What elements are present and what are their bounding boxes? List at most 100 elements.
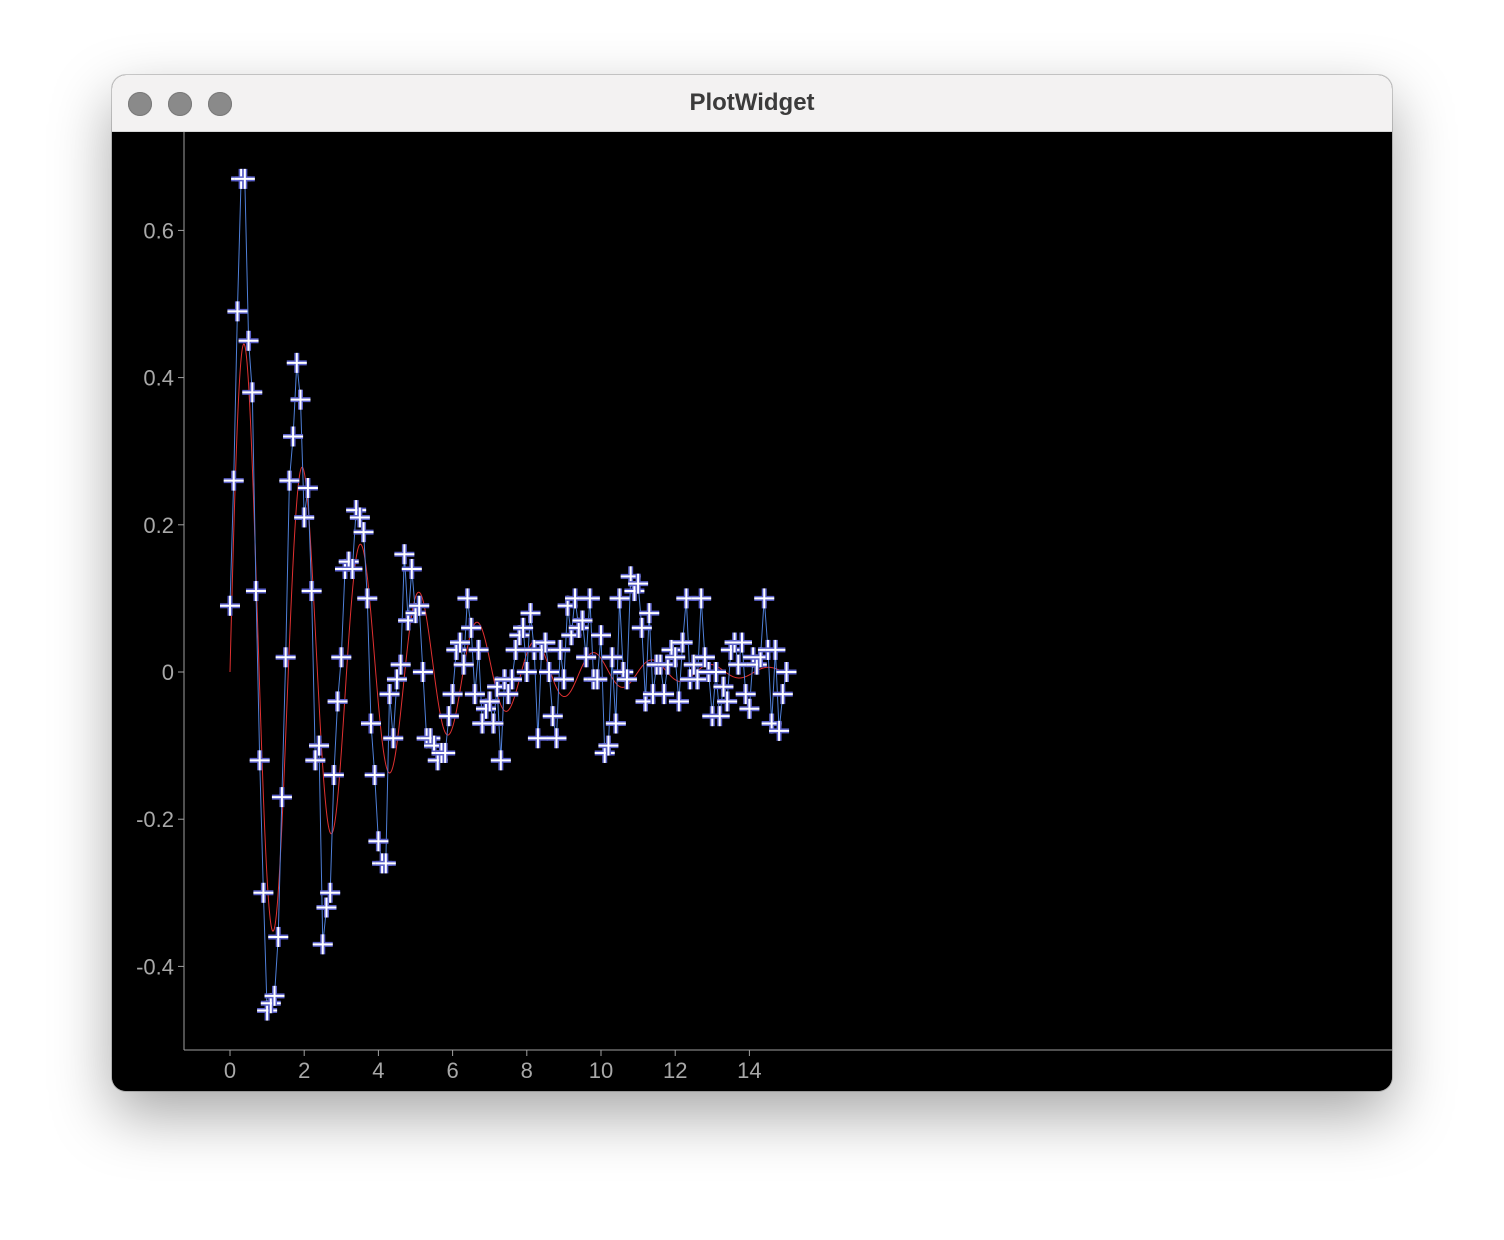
- data-point-marker: [238, 330, 259, 351]
- data-point-marker: [331, 647, 352, 668]
- data-point-marker: [305, 750, 326, 771]
- minimize-button[interactable]: [168, 92, 192, 116]
- data-point-marker: [628, 573, 649, 594]
- data-point-marker: [539, 662, 560, 682]
- data-point-marker: [286, 352, 307, 373]
- data-point-marker: [271, 787, 292, 808]
- plot-canvas[interactable]: -0.4 -0.2 0 0.2 0.4 0.6 0 2 4 6 8 10 12 14: [112, 132, 1392, 1091]
- data-point-marker: [368, 831, 389, 852]
- data-point-marker: [253, 882, 274, 903]
- data-point-marker: [694, 647, 715, 668]
- data-point-marker: [297, 478, 318, 498]
- plot-area[interactable]: -0.4 -0.2 0 0.2 0.4 0.6 0 2 4 6 8 10 12 14: [112, 132, 1392, 1091]
- x-tick-label: 0: [224, 1058, 236, 1083]
- data-point-marker: [375, 853, 396, 874]
- data-point-marker: [587, 669, 608, 690]
- data-point-marker: [275, 647, 296, 668]
- x-tick-label: 14: [737, 1058, 761, 1083]
- data-point-marker: [283, 426, 304, 447]
- data-point-marker: [323, 765, 344, 786]
- data-point-marker: [579, 588, 600, 609]
- data-point-marker: [516, 662, 537, 682]
- data-point-marker: [605, 713, 626, 734]
- data-point-marker: [654, 684, 675, 705]
- data-point-marker: [550, 639, 571, 660]
- data-point-marker: [450, 632, 471, 653]
- data-point-marker: [598, 735, 619, 756]
- data-point-marker: [576, 647, 597, 668]
- data-point-marker: [713, 676, 734, 697]
- data-point-marker: [520, 603, 541, 624]
- data-point-marker: [668, 691, 689, 712]
- data-point-marker: [464, 684, 485, 705]
- x-tick-label: 2: [298, 1058, 310, 1083]
- data-point-marker: [769, 720, 790, 741]
- data-point-marker: [357, 588, 378, 609]
- data-point-marker: [412, 662, 433, 682]
- data-point-marker: [309, 735, 330, 756]
- data-point-marker: [639, 603, 660, 624]
- data-point-marker: [602, 647, 623, 668]
- data-point-marker: [591, 625, 611, 646]
- data-point-marker: [546, 728, 567, 749]
- data-point-marker: [379, 684, 400, 705]
- data-point-marker: [717, 691, 738, 712]
- data-point-marker: [535, 632, 556, 653]
- data-point-marker: [687, 669, 708, 690]
- data-point-marker: [754, 588, 775, 609]
- data-point-marker: [301, 581, 322, 602]
- data-point-marker: [353, 522, 374, 543]
- data-point-marker: [553, 669, 574, 690]
- data-point-marker: [542, 706, 563, 727]
- data-point-marker: [765, 639, 786, 660]
- data-point-marker: [505, 639, 526, 660]
- data-point-marker: [234, 168, 255, 189]
- y-tick-label: 0.6: [143, 218, 174, 243]
- window-title: PlotWidget: [689, 89, 815, 116]
- data-point-marker: [360, 713, 381, 734]
- data-point-marker: [631, 617, 652, 638]
- data-point-marker: [706, 662, 727, 682]
- data-point-marker: [249, 750, 270, 771]
- data-point-marker: [468, 639, 489, 660]
- data-point-marker: [731, 632, 752, 653]
- data-point-marker: [453, 654, 474, 675]
- data-point-marker: [294, 507, 315, 528]
- data-point-marker: [364, 765, 385, 786]
- data-point-marker: [461, 617, 482, 638]
- data-point-marker: [290, 389, 311, 410]
- x-tick-label: 12: [663, 1058, 687, 1083]
- data-point-marker: [349, 507, 370, 528]
- data-point-marker: [672, 632, 693, 653]
- data-point-marker: [527, 728, 548, 749]
- y-tick-label: -0.4: [136, 954, 174, 979]
- data-point-marker: [609, 588, 630, 609]
- x-tick-label: 8: [521, 1058, 533, 1083]
- data-point-marker: [223, 470, 244, 491]
- data-point-marker: [401, 558, 422, 579]
- y-tick-label: -0.2: [136, 807, 174, 832]
- plot-window: PlotWidget -0.4 -0.2 0 0.2 0.4 0.6 0 2 4 6 8 10 12 14: [112, 75, 1392, 1091]
- data-point-marker: [572, 610, 593, 631]
- data-point-marker: [245, 581, 266, 602]
- x-tick-label: 4: [372, 1058, 384, 1083]
- data-point-marker: [501, 669, 522, 690]
- x-tick-label: 10: [589, 1058, 613, 1083]
- y-tick-label: 0.4: [143, 366, 174, 391]
- data-point-marker: [442, 684, 463, 705]
- y-tick-label: 0: [162, 660, 174, 685]
- data-point-marker: [483, 713, 504, 734]
- data-point-marker: [691, 588, 712, 609]
- data-point-marker: [735, 684, 756, 705]
- data-point-marker: [728, 654, 749, 675]
- title-bar[interactable]: PlotWidget: [112, 75, 1392, 132]
- data-point-marker: [438, 706, 459, 727]
- data-point-marker: [264, 985, 285, 1006]
- data-point-marker: [383, 728, 404, 749]
- data-point-marker: [316, 897, 337, 918]
- close-button[interactable]: [128, 92, 152, 116]
- data-point-marker: [776, 662, 797, 682]
- x-tick-label: 6: [446, 1058, 458, 1083]
- data-point-marker: [683, 654, 704, 675]
- zoom-button[interactable]: [208, 92, 232, 116]
